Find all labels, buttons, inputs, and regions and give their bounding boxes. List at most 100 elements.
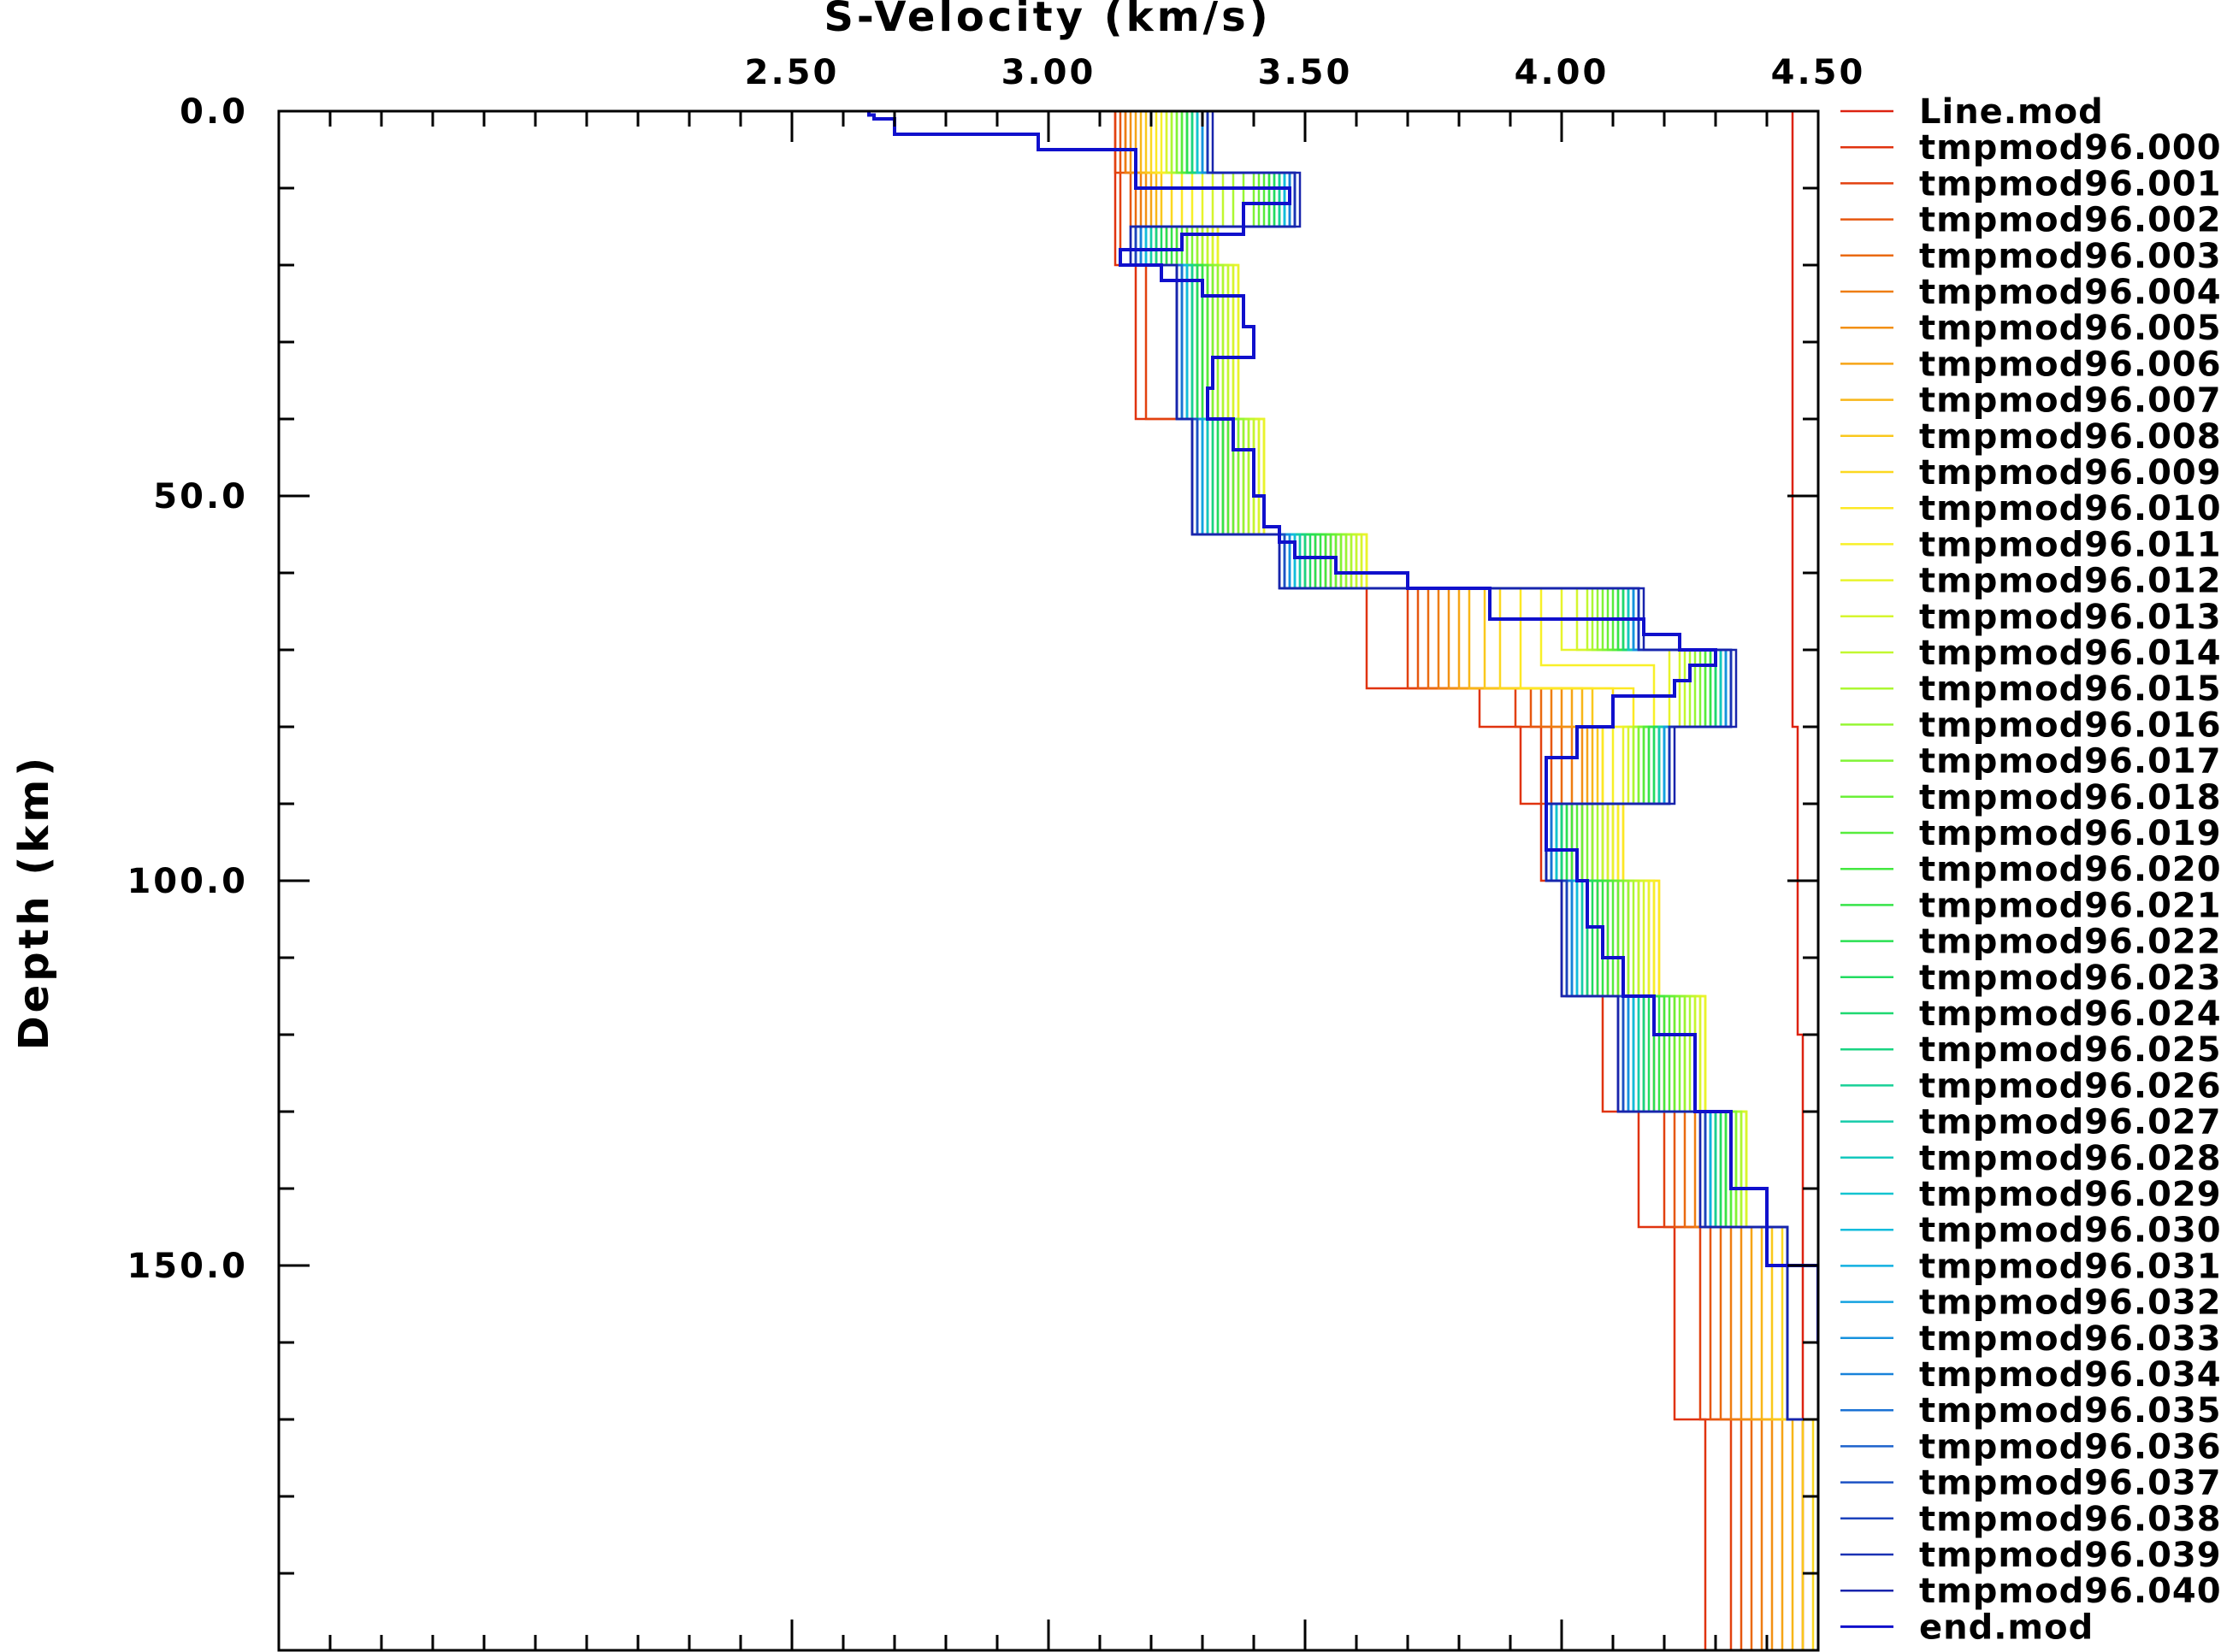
x-tick-label: 3.50	[1258, 53, 1353, 92]
legend-item: tmpmod96.015	[1840, 670, 2221, 709]
tick-layer: 2.50 3.00 3.50 4.00 4.50 0.0 50.0 100.0 150.0	[127, 53, 1866, 1652]
y-tick-label: 150.0	[127, 1247, 248, 1286]
series-layer	[867, 111, 1818, 1650]
legend-label: tmpmod96.033	[1919, 1319, 2221, 1359]
legend-label: tmpmod96.040	[1919, 1572, 2221, 1611]
legend-label: tmpmod96.038	[1919, 1500, 2221, 1539]
legend-item: tmpmod96.002	[1840, 201, 2221, 240]
legend-label: tmpmod96.000	[1919, 128, 2221, 168]
legend-label: tmpmod96.036	[1919, 1427, 2221, 1466]
legend-item: tmpmod96.028	[1840, 1139, 2221, 1178]
legend-item: tmpmod96.026	[1840, 1066, 2221, 1106]
legend: Line.modtmpmod96.000tmpmod96.001tmpmod96…	[1840, 92, 2221, 1647]
legend-item: tmpmod96.032	[1840, 1283, 2221, 1323]
legend-label: tmpmod96.022	[1919, 923, 2221, 962]
legend-item: tmpmod96.030	[1840, 1211, 2221, 1250]
legend-label: tmpmod96.007	[1919, 381, 2221, 421]
legend-item: tmpmod96.011	[1840, 525, 2221, 564]
legend-label: tmpmod96.002	[1919, 201, 2221, 240]
legend-item: tmpmod96.004	[1840, 273, 2221, 312]
legend-item: tmpmod96.021	[1840, 886, 2221, 925]
legend-label: tmpmod96.021	[1919, 886, 2221, 925]
legend-label: Line.mod	[1919, 92, 2104, 132]
legend-label: tmpmod96.004	[1919, 273, 2221, 312]
x-tick-label: 4.50	[1771, 53, 1866, 92]
legend-label: tmpmod96.006	[1919, 345, 2221, 384]
legend-label: tmpmod96.009	[1919, 453, 2221, 493]
legend-label: tmpmod96.015	[1919, 670, 2221, 709]
legend-label: tmpmod96.023	[1919, 959, 2221, 998]
y-tick-label: 50.0	[153, 477, 248, 516]
legend-item: tmpmod96.001	[1840, 164, 2221, 204]
legend-label: tmpmod96.003	[1919, 237, 2221, 276]
legend-item: tmpmod96.031	[1840, 1247, 2221, 1286]
legend-label: tmpmod96.020	[1919, 850, 2221, 889]
legend-item: tmpmod96.010	[1840, 489, 2221, 528]
legend-label: tmpmod96.027	[1919, 1103, 2221, 1142]
legend-item: tmpmod96.039	[1840, 1536, 2221, 1575]
legend-item: tmpmod96.009	[1840, 453, 2221, 493]
legend-label: tmpmod96.018	[1919, 778, 2221, 817]
y-tick-label: 100.0	[127, 862, 248, 901]
legend-item: tmpmod96.003	[1840, 237, 2221, 276]
legend-item: tmpmod96.037	[1840, 1464, 2221, 1503]
legend-label: tmpmod96.032	[1919, 1283, 2221, 1323]
legend-label: tmpmod96.037	[1919, 1464, 2221, 1503]
legend-item: tmpmod96.014	[1840, 634, 2221, 673]
legend-label: tmpmod96.012	[1919, 562, 2221, 601]
legend-item: tmpmod96.018	[1840, 778, 2221, 817]
legend-label: tmpmod96.034	[1919, 1355, 2221, 1395]
legend-item: tmpmod96.020	[1840, 850, 2221, 889]
legend-item: tmpmod96.022	[1840, 923, 2221, 962]
legend-item: tmpmod96.008	[1840, 417, 2221, 457]
legend-label: tmpmod96.014	[1919, 634, 2221, 673]
legend-label: end.mod	[1919, 1608, 2094, 1647]
legend-item: tmpmod96.017	[1840, 742, 2221, 782]
legend-label: tmpmod96.011	[1919, 525, 2221, 564]
legend-item: tmpmod96.040	[1840, 1572, 2221, 1611]
x-tick-label: 2.50	[745, 53, 840, 92]
legend-label: tmpmod96.010	[1919, 489, 2221, 528]
legend-item: tmpmod96.007	[1840, 381, 2221, 421]
legend-label: tmpmod96.025	[1919, 1030, 2221, 1070]
legend-item: tmpmod96.016	[1840, 705, 2221, 745]
legend-label: tmpmod96.024	[1919, 994, 2221, 1034]
legend-label: tmpmod96.008	[1919, 417, 2221, 457]
legend-label: tmpmod96.030	[1919, 1211, 2221, 1250]
legend-item: tmpmod96.038	[1840, 1500, 2221, 1539]
legend-item: tmpmod96.034	[1840, 1355, 2221, 1395]
legend-item: tmpmod96.012	[1840, 562, 2221, 601]
legend-label: tmpmod96.039	[1919, 1536, 2221, 1575]
legend-item: Line.mod	[1840, 92, 2104, 132]
series-line-3	[1119, 111, 1762, 1650]
legend-item: tmpmod96.019	[1840, 814, 2221, 853]
legend-label: tmpmod96.016	[1919, 705, 2221, 745]
legend-label: tmpmod96.035	[1919, 1391, 2221, 1431]
legend-item: tmpmod96.005	[1840, 309, 2221, 348]
legend-item: tmpmod96.029	[1840, 1175, 2221, 1214]
legend-label: tmpmod96.031	[1919, 1247, 2221, 1286]
x-axis-label: S-Velocity (km/s)	[824, 0, 1271, 41]
legend-item: tmpmod96.033	[1840, 1319, 2221, 1359]
legend-item: tmpmod96.024	[1840, 994, 2221, 1034]
legend-item: tmpmod96.025	[1840, 1030, 2221, 1070]
legend-label: tmpmod96.028	[1919, 1139, 2221, 1178]
legend-item: tmpmod96.027	[1840, 1103, 2221, 1142]
legend-label: tmpmod96.026	[1919, 1066, 2221, 1106]
legend-label: tmpmod96.017	[1919, 742, 2221, 782]
legend-item: end.mod	[1840, 1608, 2094, 1647]
legend-label: tmpmod96.013	[1919, 598, 2221, 637]
y-axis-label: Depth (km)	[10, 754, 58, 1050]
legend-item: tmpmod96.000	[1840, 128, 2221, 168]
legend-label: tmpmod96.029	[1919, 1175, 2221, 1214]
legend-item: tmpmod96.036	[1840, 1427, 2221, 1466]
x-tick-label: 3.00	[1001, 53, 1096, 92]
legend-item: tmpmod96.035	[1840, 1391, 2221, 1431]
legend-item: tmpmod96.023	[1840, 959, 2221, 998]
legend-label: tmpmod96.019	[1919, 814, 2221, 853]
legend-label: tmpmod96.005	[1919, 309, 2221, 348]
x-tick-label: 4.00	[1515, 53, 1610, 92]
series-line-42	[867, 111, 1818, 1344]
legend-item: tmpmod96.013	[1840, 598, 2221, 637]
